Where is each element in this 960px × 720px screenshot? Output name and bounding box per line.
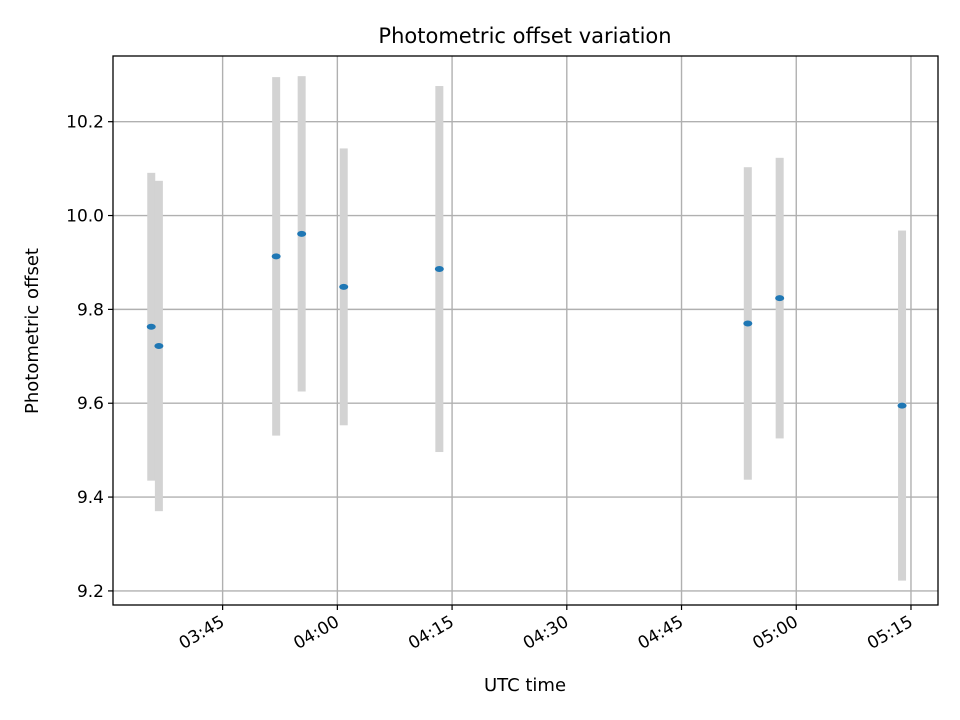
data-point bbox=[146, 323, 156, 330]
data-point bbox=[297, 230, 307, 237]
data-point bbox=[339, 283, 349, 290]
data-point bbox=[271, 253, 281, 260]
data-point bbox=[743, 320, 753, 327]
y-tick-label: 10.0 bbox=[66, 207, 104, 227]
plot-frame bbox=[112, 55, 939, 606]
point-layer bbox=[146, 230, 907, 409]
y-tick-label: 10.2 bbox=[66, 113, 104, 133]
y-tick-label: 9.8 bbox=[77, 300, 104, 320]
data-point bbox=[154, 342, 164, 349]
y-tick-label: 9.6 bbox=[77, 394, 104, 414]
grid-layer bbox=[113, 56, 938, 605]
y-tick-label: 9.2 bbox=[77, 582, 104, 602]
data-point bbox=[434, 266, 444, 273]
data-point bbox=[897, 402, 907, 409]
y-tick-label: 9.4 bbox=[77, 488, 104, 508]
data-point bbox=[775, 295, 785, 302]
x-axis-label: UTC time bbox=[484, 675, 566, 696]
y-axis-label: Photometric offset bbox=[22, 248, 43, 414]
chart-title: Photometric offset variation bbox=[378, 24, 671, 48]
